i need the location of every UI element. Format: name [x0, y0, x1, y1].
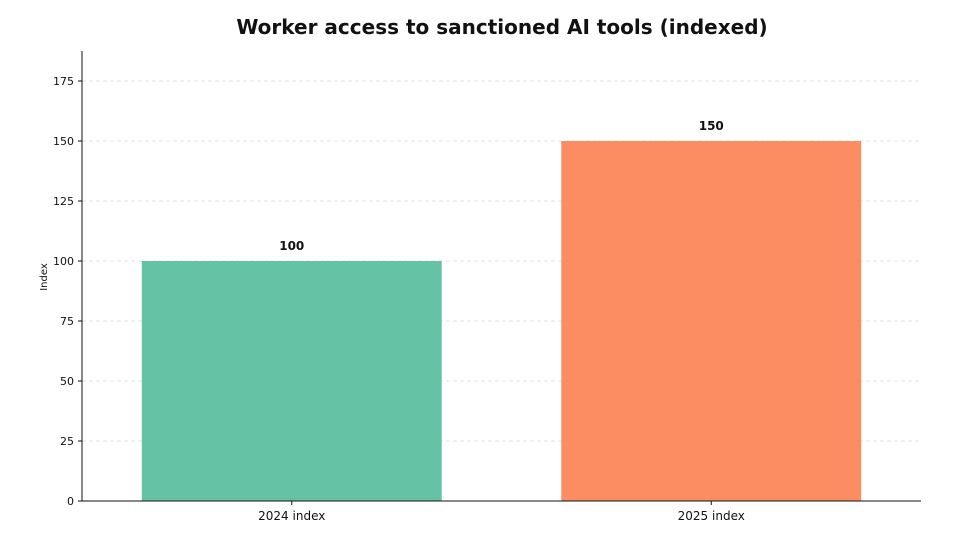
y-tick-label-1: 25 [60, 435, 74, 448]
y-tick-label-5: 125 [53, 195, 74, 208]
bars [141, 141, 862, 501]
y-tick-label-4: 100 [53, 255, 74, 268]
bar-1 [561, 141, 862, 501]
y-tick-label-7: 175 [53, 75, 74, 88]
axes [78, 51, 921, 505]
y-tick-label-2: 50 [60, 375, 74, 388]
y-tick-label-3: 75 [60, 315, 74, 328]
data-label-0: 100 [279, 239, 304, 253]
labels: 100 2024 index 150 2025 index 0 25 50 75 100 125 1… [53, 75, 745, 523]
x-tick-label-0: 2024 index [258, 509, 325, 523]
chart-title: Worker access to sanctioned AI tools (in… [236, 15, 767, 39]
y-tick-label-6: 150 [53, 135, 74, 148]
bar-0 [141, 261, 442, 501]
y-axis-label: Index [39, 263, 50, 291]
x-tick-label-1: 2025 index [678, 509, 745, 523]
data-label-1: 150 [699, 119, 724, 133]
y-tick-label-0: 0 [67, 495, 74, 508]
